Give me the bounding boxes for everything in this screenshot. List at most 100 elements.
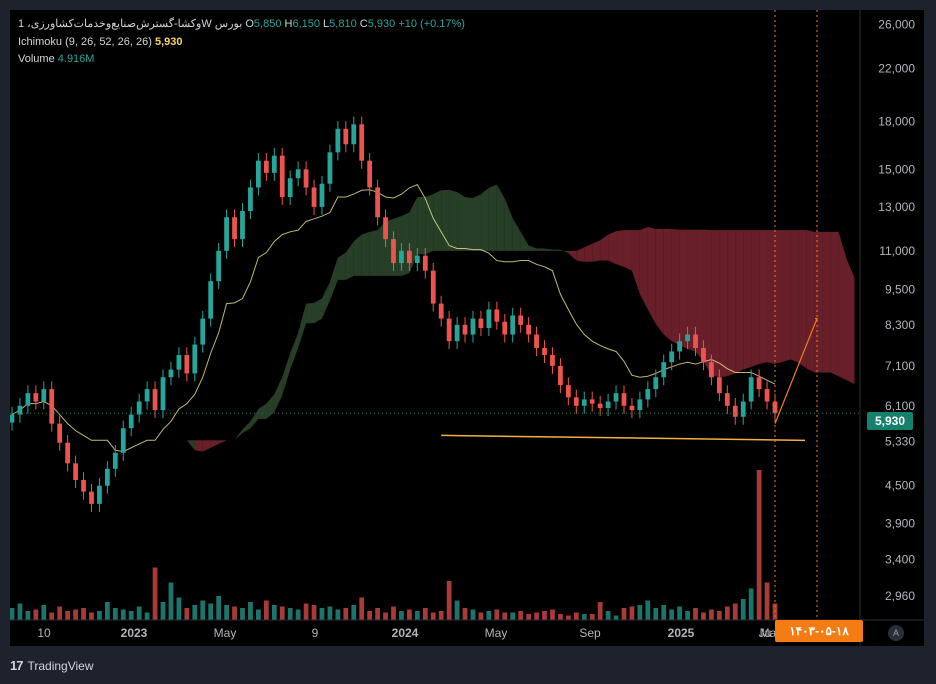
volume-bar (359, 597, 365, 620)
volume-bar (597, 602, 603, 620)
volume-bar (97, 611, 102, 620)
volume-legend[interactable]: Volume 4.916M (18, 52, 94, 66)
kumo-cloud-segment (623, 230, 632, 271)
last-price-tag: 5,930 (867, 412, 913, 430)
candle-body (256, 160, 261, 188)
interval-label: W (201, 18, 212, 30)
candle-body (470, 318, 476, 335)
candle-body (176, 355, 182, 370)
symbol-name[interactable]: 1 ،وکشا-گسترش‌صنایع‌وخدمات‌کشاورزی (18, 18, 202, 30)
ichimoku-value: 5,930 (154, 36, 183, 48)
candle-body (271, 155, 277, 173)
volume-bar (73, 609, 78, 620)
candle-body (772, 401, 778, 414)
volume-bar (709, 609, 714, 620)
candle-body (184, 355, 190, 374)
high-label: H (284, 18, 293, 30)
volume-bar (279, 606, 285, 620)
candle-body (605, 401, 611, 408)
ichimoku-legend[interactable]: Ichimoku (9, 26, 52, 26, 26) 5,930 (18, 35, 183, 49)
volume-bar (756, 470, 762, 620)
candle-body (25, 393, 31, 406)
kumo-cloud-segment (727, 230, 736, 377)
crosshair-date-tag: ۱۴۰۳-۰۵-۱۸ (775, 620, 863, 642)
candle-body (57, 423, 63, 443)
kumo-cloud-segment (298, 303, 307, 349)
volume-bar (160, 602, 166, 620)
volume-bar (685, 611, 690, 620)
volume-bar (526, 614, 531, 620)
candle-body (478, 318, 484, 329)
kumo-cloud-segment (711, 230, 720, 378)
kumo-cloud-segment (846, 258, 855, 385)
candle-body (343, 128, 349, 145)
kumo-cloud-segment (568, 250, 577, 261)
kumo-cloud-segment (631, 230, 640, 295)
volume-bar (422, 608, 428, 620)
candle-body (136, 401, 142, 415)
kumo-cloud-segment (512, 218, 521, 251)
candle-body (287, 178, 293, 197)
candle-body (494, 309, 500, 322)
kumo-cloud-segment (798, 230, 807, 369)
candle-body (724, 393, 730, 406)
volume-bar (446, 581, 452, 620)
candle-body (240, 210, 245, 240)
time-tick-label: Ju (759, 626, 772, 640)
volume-bar (136, 606, 142, 620)
candle-body (677, 341, 683, 352)
volume-bar (550, 609, 555, 620)
candle-body (295, 169, 301, 179)
volume-bar (732, 603, 738, 620)
price-tick-label: 3,900 (885, 516, 915, 530)
volume-bar (518, 611, 524, 620)
candle-body (629, 405, 635, 411)
candle-body (558, 365, 563, 386)
kumo-cloud-segment (194, 440, 203, 452)
kumo-cloud-segment (472, 194, 481, 251)
candle-body (748, 377, 754, 402)
volume-bar (41, 605, 47, 620)
volume-bar (542, 611, 547, 620)
volume-bar (558, 614, 563, 620)
volume-bar (81, 608, 86, 620)
candle-body (764, 389, 770, 402)
candle-body (581, 399, 587, 406)
kumo-cloud-segment (719, 230, 728, 378)
volume-bar (319, 608, 325, 620)
price-tick-label: 4,500 (885, 479, 915, 493)
kumo-cloud-segment (767, 230, 775, 365)
volume-bar (502, 612, 508, 620)
volume-bar (701, 612, 706, 620)
chart-frame[interactable]: 26,000 22,000 18,000 15,000 13,000 11,000 9,50… (10, 10, 924, 646)
candle-body (303, 169, 309, 188)
volume-bar (399, 611, 404, 620)
kumo-cloud-segment (608, 231, 617, 265)
candle-body (454, 324, 460, 342)
volume-bar (414, 611, 420, 620)
candle-body (709, 362, 714, 378)
candle-body (128, 414, 134, 429)
support-trendline (441, 434, 806, 442)
volume-bar (216, 596, 222, 620)
tradingview-brand[interactable]: 17 TradingView (10, 658, 94, 673)
chart-canvas[interactable]: 26,000 22,000 18,000 15,000 13,000 11,000 9,50… (10, 10, 924, 646)
volume-bar (716, 611, 722, 620)
volume-bar (224, 605, 229, 620)
volume-bar (430, 612, 436, 620)
kumo-cloud-segment (314, 298, 322, 324)
volume-bar (613, 615, 619, 620)
auto-scale-button[interactable]: A (888, 625, 904, 641)
candle-body (669, 351, 675, 363)
kumo-cloud-segment (361, 231, 370, 276)
kumo-cloud-segment (321, 281, 330, 319)
kumo-cloud-segment (433, 190, 442, 251)
price-tick-label: 11,000 (879, 244, 915, 258)
candle-body (160, 377, 166, 411)
volume-bar (192, 605, 198, 620)
kumo-cloud-segment (544, 248, 553, 251)
candle-body (152, 389, 158, 411)
volume-bar (661, 605, 667, 620)
volume-bar (152, 567, 158, 620)
volume-bar (295, 609, 301, 620)
